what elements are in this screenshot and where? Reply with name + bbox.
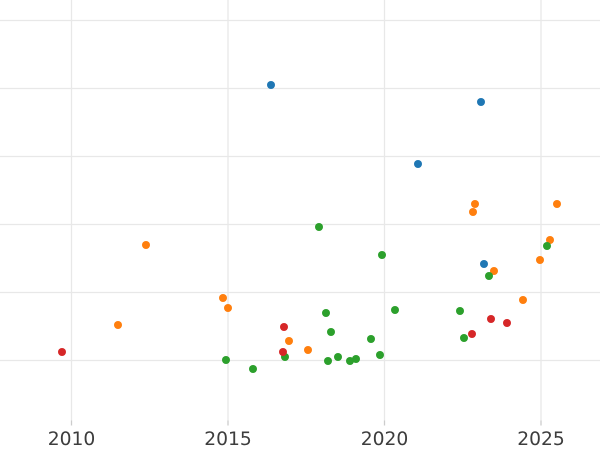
data-point-blue bbox=[477, 98, 485, 106]
data-point-green bbox=[327, 328, 335, 336]
data-point-orange bbox=[546, 236, 554, 244]
data-point-green bbox=[378, 251, 386, 259]
data-point-blue bbox=[267, 81, 275, 89]
data-point-green bbox=[391, 306, 399, 314]
data-point-green bbox=[315, 223, 323, 231]
data-point-red bbox=[58, 348, 66, 356]
data-point-orange bbox=[224, 304, 232, 312]
data-point-green bbox=[367, 335, 375, 343]
data-point-orange bbox=[536, 256, 544, 264]
data-point-green bbox=[460, 334, 468, 342]
data-point-green bbox=[456, 307, 464, 315]
data-point-orange bbox=[114, 321, 122, 329]
data-point-red bbox=[487, 315, 495, 323]
x-axis-tick-label: 2020 bbox=[361, 429, 409, 450]
data-point-green bbox=[352, 355, 360, 363]
data-point-orange bbox=[553, 200, 561, 208]
data-point-red bbox=[468, 330, 476, 338]
data-point-green bbox=[543, 242, 551, 250]
data-point-blue bbox=[414, 160, 422, 168]
data-point-green bbox=[324, 357, 332, 365]
data-point-green bbox=[322, 309, 330, 317]
data-point-orange bbox=[469, 208, 477, 216]
x-axis-tick-label: 2025 bbox=[517, 429, 565, 450]
data-point-orange bbox=[490, 267, 498, 275]
data-point-green bbox=[376, 351, 384, 359]
x-axis-tick-label: 2010 bbox=[48, 429, 96, 450]
x-axis-tick-label: 2015 bbox=[204, 429, 252, 450]
data-point-orange bbox=[285, 337, 293, 345]
data-point-red bbox=[280, 323, 288, 331]
data-point-red bbox=[279, 348, 287, 356]
data-point-orange bbox=[142, 241, 150, 249]
data-point-blue bbox=[480, 260, 488, 268]
data-point-green bbox=[334, 353, 342, 361]
data-point-red bbox=[503, 319, 511, 327]
data-point-green bbox=[249, 365, 257, 373]
data-point-green bbox=[485, 272, 493, 280]
data-point-orange bbox=[471, 200, 479, 208]
data-point-orange bbox=[519, 296, 527, 304]
data-point-green bbox=[222, 356, 230, 364]
data-point-orange bbox=[304, 346, 312, 354]
data-point-orange bbox=[219, 294, 227, 302]
